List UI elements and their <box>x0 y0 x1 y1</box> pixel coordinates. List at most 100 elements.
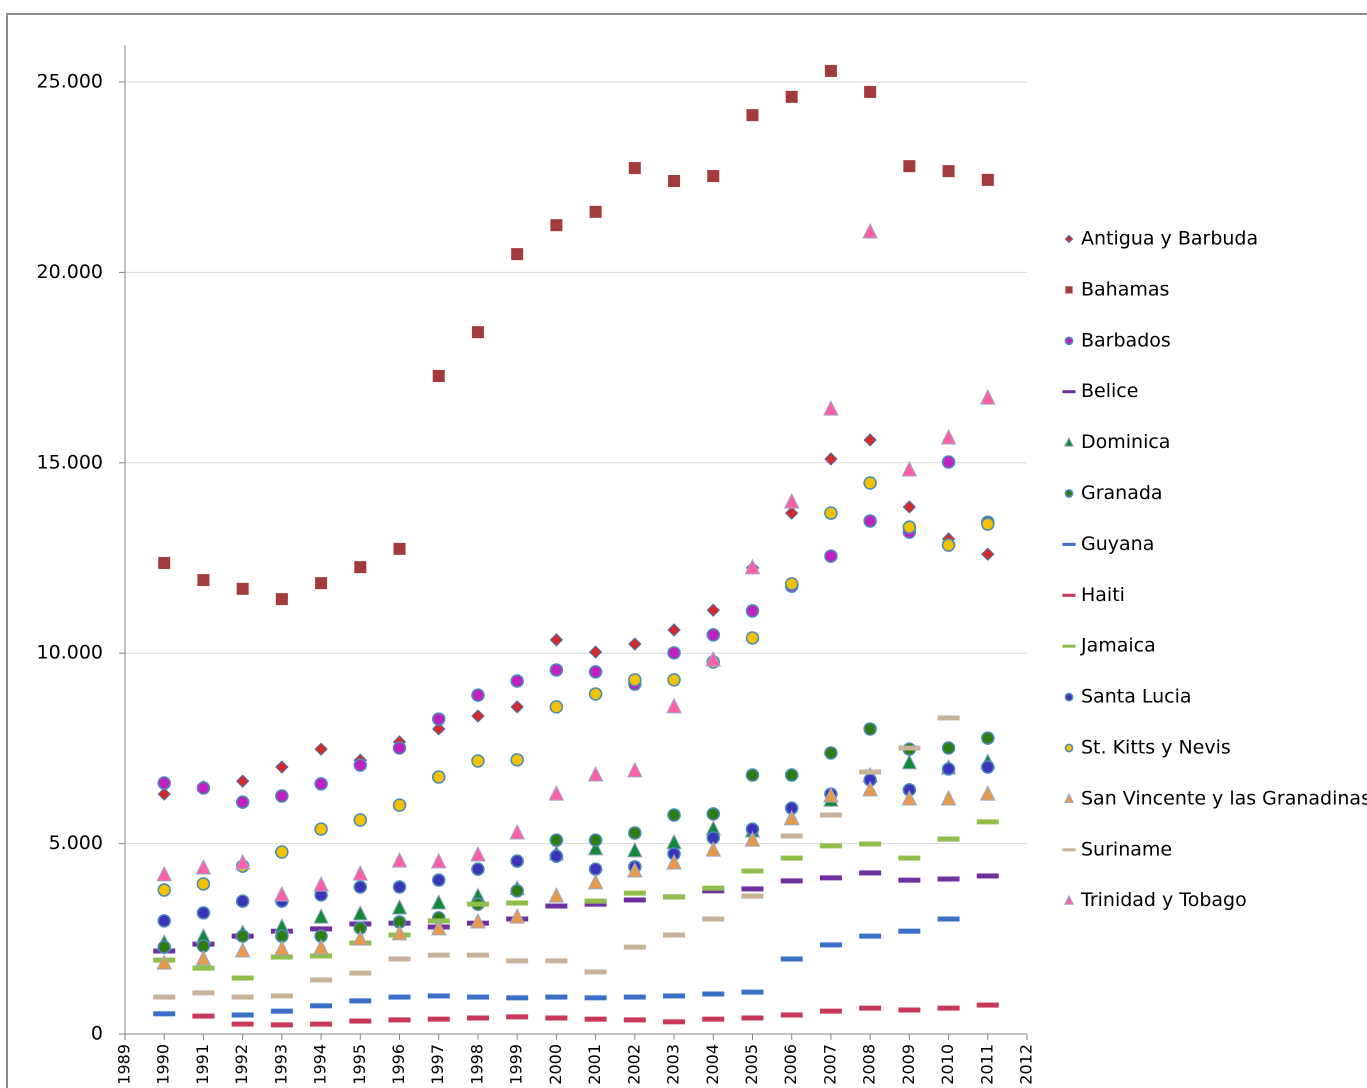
x-tick-label: 1992 <box>232 1044 251 1085</box>
marker-dash <box>506 1014 529 1020</box>
marker-triangle <box>352 904 369 921</box>
marker-triangle <box>234 853 251 870</box>
marker-triangle <box>783 492 800 509</box>
legend-label: Antigua y Barbuda <box>1081 228 1258 250</box>
x-tick-label: 2004 <box>703 1044 722 1085</box>
marker-triangle <box>901 460 918 477</box>
marker-triangle <box>352 864 369 881</box>
marker-triangle <box>587 873 604 890</box>
marker-dash <box>584 969 607 975</box>
marker-dash <box>349 998 372 1004</box>
marker-circle <box>275 789 289 803</box>
marker-circle <box>235 795 250 809</box>
x-tick-label: 2008 <box>860 1044 879 1085</box>
marker-dash <box>780 956 803 962</box>
marker-triangle <box>823 399 839 416</box>
marker-square <box>197 574 210 587</box>
marker-circle <box>706 807 721 821</box>
marker-dash <box>898 855 921 861</box>
marker-dash <box>231 1021 254 1027</box>
marker-diamond <box>628 637 642 651</box>
marker-dash <box>780 1012 803 1018</box>
marker-triangle <box>548 887 565 903</box>
marker-square <box>981 173 994 186</box>
marker-circle <box>392 798 407 812</box>
marker-diamond <box>432 722 446 736</box>
marker-dash <box>310 953 333 959</box>
marker-dash <box>310 926 333 932</box>
marker-diamond <box>471 709 485 723</box>
marker-circle <box>941 762 956 776</box>
marker-dash <box>663 932 686 938</box>
marker-circle <box>235 929 250 943</box>
marker-diamond <box>314 742 328 756</box>
marker-dash <box>388 994 411 1000</box>
marker-circle <box>824 746 838 760</box>
marker-dash <box>819 1008 842 1014</box>
x-tick-label: 2006 <box>781 1044 800 1085</box>
marker-circle <box>667 808 681 822</box>
marker-dash <box>1062 542 1076 546</box>
marker-triangle <box>1063 792 1075 803</box>
marker-circle <box>196 877 211 891</box>
marker-circle <box>314 822 328 836</box>
marker-circle <box>941 455 956 469</box>
marker-square <box>864 85 877 98</box>
marker-dash <box>623 994 646 1000</box>
marker-triangle <box>862 780 878 797</box>
legend-label: Santa Lucia <box>1081 686 1192 708</box>
marker-circle <box>588 833 603 847</box>
marker-dash <box>466 1015 489 1021</box>
marker-triangle <box>430 919 447 936</box>
marker-dash <box>1062 593 1076 597</box>
marker-square <box>903 160 916 173</box>
marker-triangle <box>666 853 682 870</box>
marker-triangle <box>313 938 329 955</box>
marker-circle <box>471 862 485 876</box>
marker-triangle <box>940 789 957 806</box>
marker-diamond <box>549 633 564 647</box>
marker-dash <box>937 916 960 922</box>
marker-dash <box>545 994 568 1000</box>
marker-circle <box>510 884 524 898</box>
legend-label: Belice <box>1081 380 1138 402</box>
marker-circle <box>941 538 956 552</box>
marker-circle <box>392 741 407 755</box>
marker-dash <box>937 876 960 882</box>
marker-circle <box>510 753 524 767</box>
marker-square <box>511 248 524 261</box>
x-tick-label: 1996 <box>389 1044 408 1085</box>
marker-circle <box>471 754 485 768</box>
marker-diamond <box>824 452 838 466</box>
marker-triangle <box>391 924 408 941</box>
marker-circle <box>863 722 877 736</box>
y-tick-label: 20.000 <box>37 261 103 283</box>
marker-dash <box>859 769 882 775</box>
marker-dash <box>349 970 372 976</box>
marker-diamond <box>235 774 250 788</box>
marker-triangle <box>587 765 604 782</box>
marker-circle <box>628 673 642 687</box>
marker-circle <box>157 776 171 790</box>
x-tick-label: 1998 <box>467 1044 486 1085</box>
marker-dash <box>663 993 686 999</box>
marker-circle <box>157 883 171 897</box>
marker-dash <box>702 916 725 922</box>
marker-diamond <box>706 603 720 617</box>
marker-dash <box>663 894 686 900</box>
marker-triangle <box>548 784 565 801</box>
marker-dash <box>427 1016 450 1022</box>
marker-dash <box>192 990 215 996</box>
marker-circle <box>235 894 250 908</box>
marker-diamond <box>510 700 524 714</box>
marker-square <box>942 165 955 178</box>
marker-triangle <box>156 865 173 882</box>
marker-circle <box>1064 489 1074 498</box>
marker-circle <box>392 880 407 894</box>
marker-triangle <box>234 941 251 958</box>
marker-dash <box>231 975 254 981</box>
x-tick-label: 2011 <box>977 1044 996 1085</box>
marker-circle <box>549 849 564 863</box>
marker-diamond <box>588 645 603 659</box>
